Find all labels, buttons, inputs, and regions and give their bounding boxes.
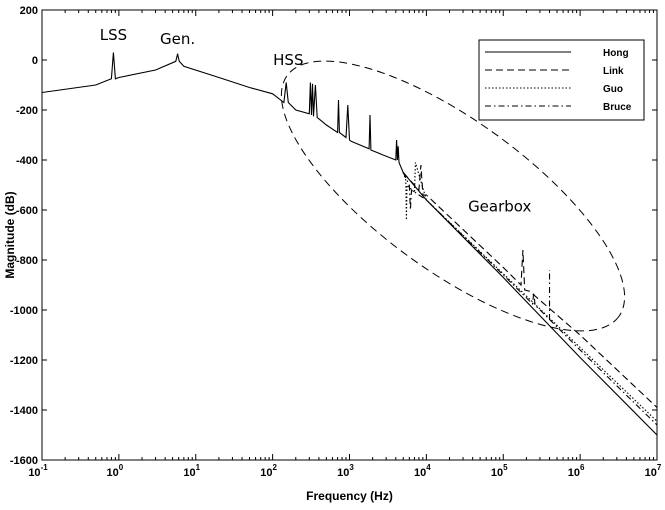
x-axis: 10-1 100 101 102 103 104 105 106 107 bbox=[28, 10, 662, 479]
y-tick-label: -1200 bbox=[10, 355, 38, 367]
x-tick-label: 101 bbox=[183, 463, 200, 479]
legend-label: Link bbox=[603, 66, 624, 77]
y-tick-label: -400 bbox=[16, 155, 38, 167]
annotation-label: Gen. bbox=[160, 30, 195, 48]
x-tick-label: 104 bbox=[414, 463, 431, 479]
legend-label: Guo bbox=[603, 84, 623, 95]
series-line-bruce bbox=[402, 172, 658, 426]
y-axis: 200 0 -200 -400 -600 -800 -1000 -1200 -1400 -1600 bbox=[10, 5, 657, 467]
x-tick-label: 103 bbox=[337, 463, 354, 479]
y-tick-label: -200 bbox=[16, 105, 38, 117]
y-axis-label: Magnitude (dB) bbox=[3, 191, 17, 278]
annotations: LSS Gen. HSS Gearbox bbox=[100, 26, 626, 332]
legend-box bbox=[478, 39, 645, 121]
y-tick-label: -1600 bbox=[10, 455, 38, 467]
y-tick-label: -1000 bbox=[10, 305, 38, 317]
legend-label: Hong bbox=[603, 48, 629, 59]
annotation-label: Gearbox bbox=[468, 197, 531, 215]
annotation-label: HSS bbox=[273, 51, 303, 69]
legend-label: Bruce bbox=[603, 102, 632, 113]
annotation-label: LSS bbox=[100, 26, 127, 44]
x-axis-label: Frequency (Hz) bbox=[306, 489, 393, 503]
series-line-link bbox=[402, 164, 658, 408]
series-line-hong bbox=[41, 52, 658, 436]
x-tick-label: 10-1 bbox=[28, 463, 48, 479]
series-layer bbox=[41, 52, 658, 436]
x-tick-label: 105 bbox=[491, 463, 508, 479]
y-tick-label: 200 bbox=[20, 5, 38, 17]
y-tick-label: -600 bbox=[16, 205, 38, 217]
series-line-guo bbox=[402, 162, 658, 422]
x-tick-label: 106 bbox=[568, 463, 585, 479]
x-tick-label: 107 bbox=[645, 463, 662, 479]
gearbox-ellipse bbox=[280, 60, 626, 332]
x-tick-label: 102 bbox=[260, 463, 277, 479]
x-tick-label: 100 bbox=[107, 463, 124, 479]
y-tick-label: -800 bbox=[16, 255, 38, 267]
legend: Hong Link Guo Bruce bbox=[478, 39, 645, 121]
y-tick-label: -1400 bbox=[10, 405, 38, 417]
y-tick-label: 0 bbox=[32, 55, 38, 67]
